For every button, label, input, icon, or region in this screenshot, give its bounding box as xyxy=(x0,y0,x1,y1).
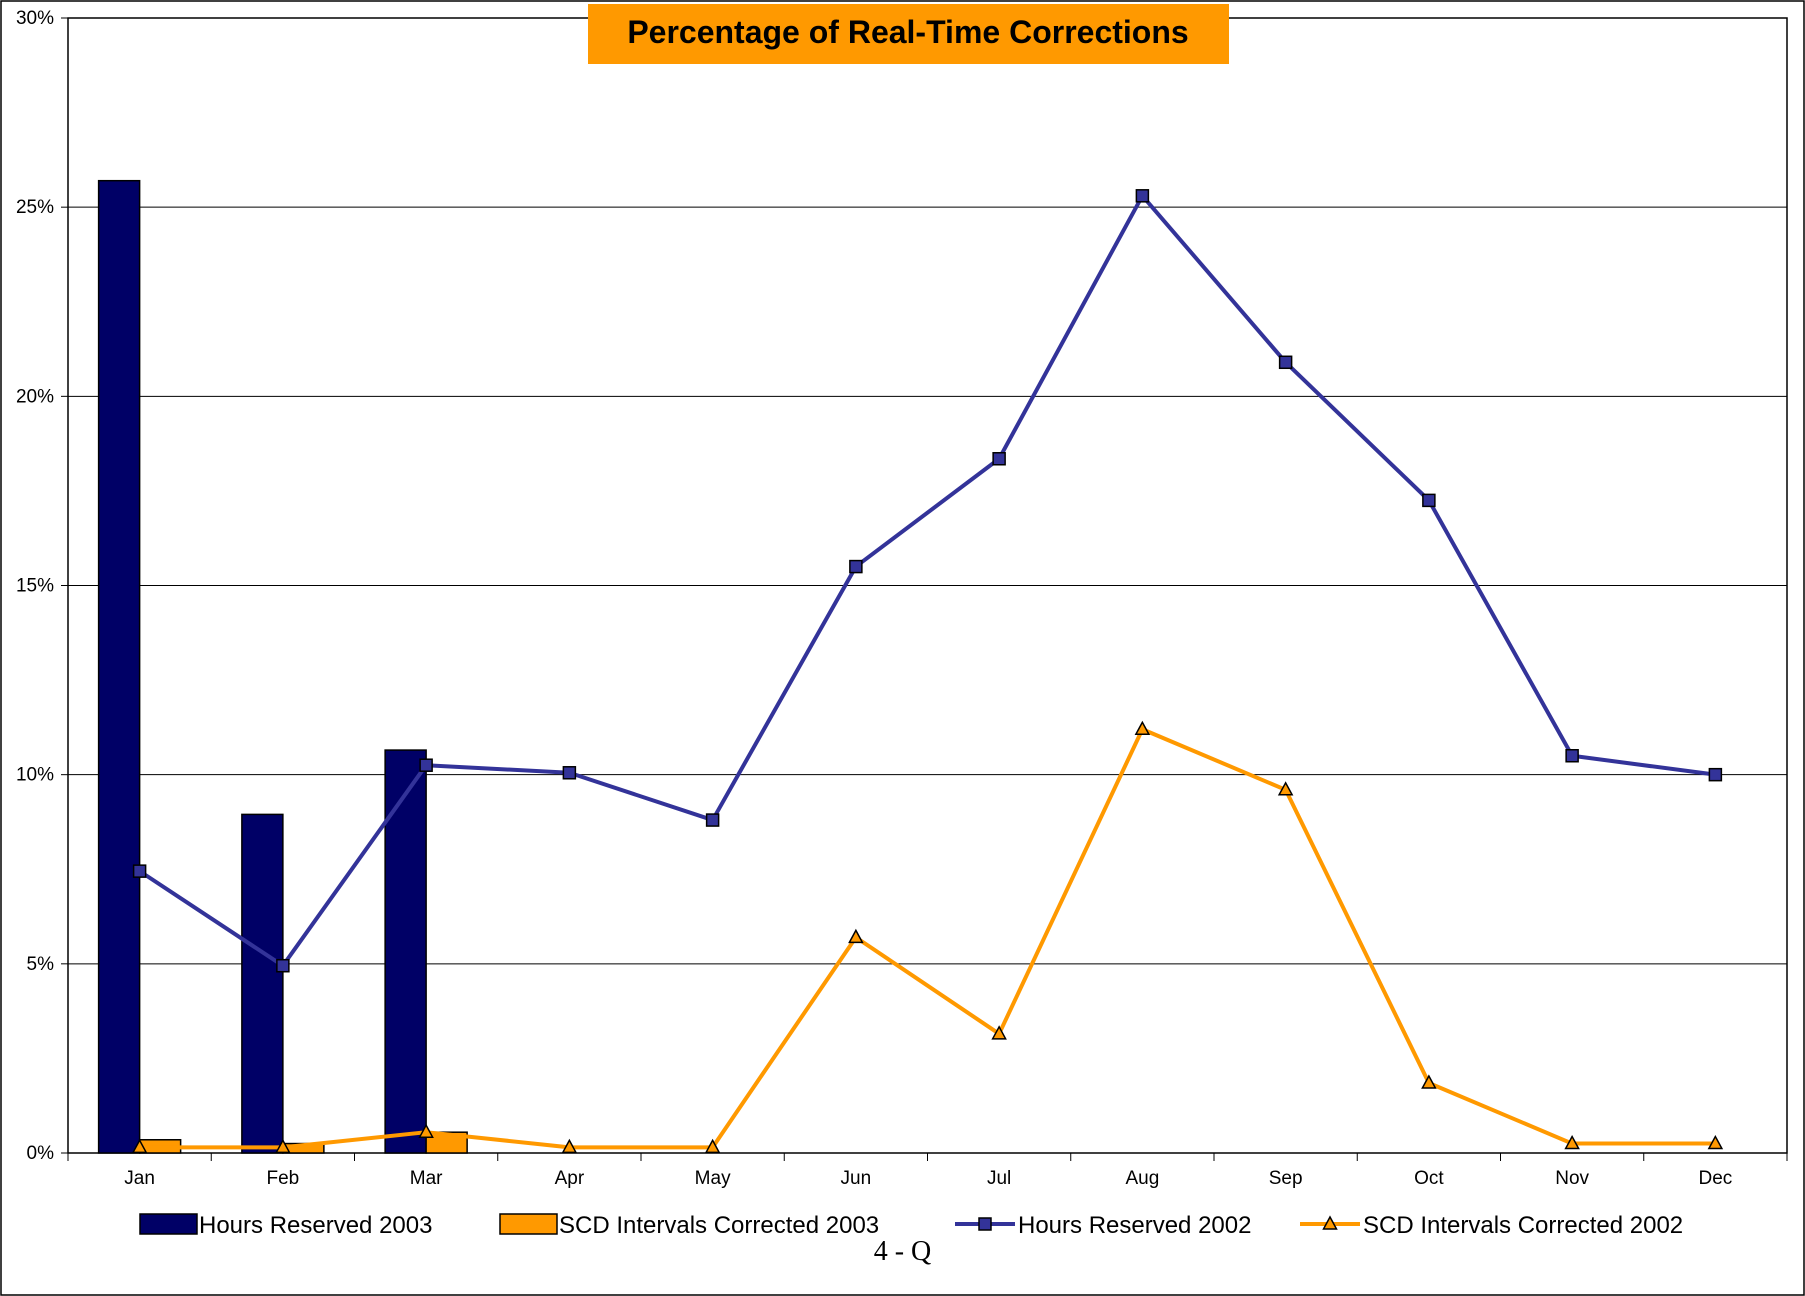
point-scd-intervals-corrected-2002-jul xyxy=(991,1025,1007,1040)
point-scd-intervals-corrected-2002-may xyxy=(704,1138,721,1154)
legend-label-hours-reserved-2002: Hours Reserved 2002 xyxy=(1018,1212,1251,1239)
legend-label-scd-intervals-corrected-2002: SCD Intervals Corrected 2002 xyxy=(1363,1212,1683,1239)
point-scd-intervals-corrected-2002-mar xyxy=(418,1123,434,1138)
point-hours-reserved-2002-apr xyxy=(562,766,577,780)
point-hours-reserved-2002-jan xyxy=(132,864,147,878)
y-tick-label: 20% xyxy=(16,386,54,407)
point-scd-intervals-corrected-2002-aug xyxy=(1134,720,1151,736)
legend-marker-hours-reserved-2002 xyxy=(978,1217,992,1231)
point-scd-intervals-corrected-2002-oct xyxy=(1421,1074,1437,1089)
x-tick-label: May xyxy=(695,1168,731,1189)
line-hours-reserved-2002 xyxy=(138,193,1716,968)
point-scd-intervals-corrected-2002-nov xyxy=(1564,1134,1580,1150)
y-axis-ticks: 0% 5% 10% 15% 20% 25% 30% xyxy=(16,8,68,1164)
point-hours-reserved-2002-jun xyxy=(849,559,863,574)
x-tick-label: Dec xyxy=(1698,1168,1732,1189)
chart-title-background xyxy=(588,4,1229,64)
point-hours-reserved-2002-mar xyxy=(419,758,433,772)
bar-hours-reserved-2003-feb xyxy=(241,813,284,1154)
x-tick-label: Nov xyxy=(1555,1168,1589,1189)
x-axis-ticks: Jan Feb Mar Apr May Jun Jul Aug Sep Oct Nov Dec xyxy=(67,1153,1788,1189)
x-tick-label: Jun xyxy=(841,1168,872,1189)
point-scd-intervals-corrected-2002-dec xyxy=(1707,1134,1724,1150)
point-hours-reserved-2002-oct xyxy=(1422,493,1436,508)
page-footer-label: 4 - Q xyxy=(873,1236,932,1267)
legend-marker-scd-intervals-corrected-2002 xyxy=(1322,1215,1338,1230)
point-hours-reserved-2002-may xyxy=(705,813,720,827)
y-tick-label: 25% xyxy=(16,197,54,218)
bar-hours-reserved-2003-mar xyxy=(384,749,427,1154)
lines xyxy=(131,189,1724,1154)
chart-title: Percentage of Real-Time Corrections xyxy=(588,4,1229,64)
x-tick-label: Mar xyxy=(410,1168,443,1189)
point-scd-intervals-corrected-2002-feb xyxy=(275,1138,291,1154)
point-hours-reserved-2002-aug xyxy=(1135,189,1150,203)
legend-label-hours-reserved-2003: Hours Reserved 2003 xyxy=(199,1212,432,1239)
point-hours-reserved-2002-feb xyxy=(276,958,290,973)
y-tick-label: 5% xyxy=(27,954,55,975)
y-tick-label: 0% xyxy=(27,1143,55,1164)
legend-swatch-hours-reserved-2003 xyxy=(139,1213,198,1235)
point-scd-intervals-corrected-2002-jun xyxy=(848,928,864,944)
x-tick-label: Jul xyxy=(987,1168,1011,1189)
bar-hours-reserved-2003-jan xyxy=(97,179,141,1154)
x-tick-label: Apr xyxy=(555,1168,585,1189)
x-tick-label: Sep xyxy=(1269,1168,1303,1189)
y-tick-label: 10% xyxy=(16,765,54,786)
point-hours-reserved-2002-jul xyxy=(992,452,1006,466)
x-tick-label: Oct xyxy=(1414,1168,1444,1189)
x-tick-label: Jan xyxy=(124,1168,155,1189)
x-tick-label: Feb xyxy=(267,1168,300,1189)
legend-swatch-scd-intervals-corrected-2003 xyxy=(499,1213,558,1235)
point-scd-intervals-corrected-2002-sep xyxy=(1277,781,1294,796)
point-hours-reserved-2002-sep xyxy=(1278,355,1293,370)
legend: Hours Reserved 2003 SCD Intervals Correct… xyxy=(139,1212,1683,1239)
y-tick-label: 15% xyxy=(16,576,54,597)
legend-label-scd-intervals-corrected-2003: SCD Intervals Corrected 2003 xyxy=(559,1212,879,1239)
x-tick-label: Aug xyxy=(1125,1168,1159,1189)
point-hours-reserved-2002-nov xyxy=(1565,749,1579,763)
point-hours-reserved-2002-dec xyxy=(1708,767,1723,782)
bars xyxy=(97,179,468,1154)
point-scd-intervals-corrected-2002-apr xyxy=(561,1138,578,1154)
chart-title-text: Percentage of Real-Time Corrections xyxy=(627,14,1188,50)
line-scd-intervals-corrected-2002 xyxy=(139,727,1716,1150)
y-tick-label: 30% xyxy=(16,8,54,29)
point-scd-intervals-corrected-2002-jan xyxy=(131,1138,148,1154)
